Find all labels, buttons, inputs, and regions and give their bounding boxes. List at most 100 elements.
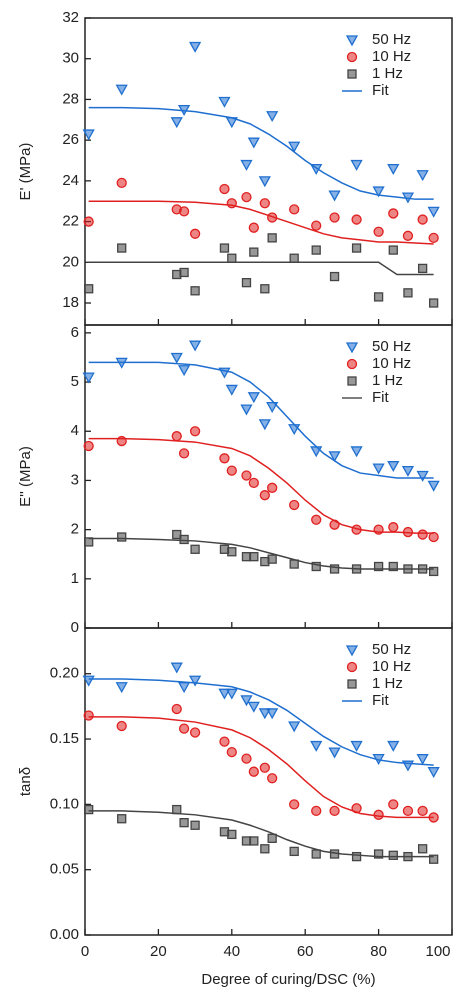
marker — [329, 519, 340, 530]
marker — [373, 561, 384, 572]
x-tick-label: 40 — [223, 943, 240, 960]
marker — [401, 465, 415, 477]
marker — [227, 547, 237, 557]
marker — [347, 376, 357, 386]
marker — [328, 747, 341, 759]
marker — [289, 559, 299, 569]
plot-frame — [84, 627, 453, 936]
marker — [259, 490, 270, 501]
marker — [373, 524, 384, 535]
marker — [310, 446, 323, 458]
marker — [427, 767, 440, 779]
marker — [219, 183, 230, 195]
marker — [403, 564, 413, 574]
y-tick-label: 3 — [71, 471, 79, 488]
legend-label: 10 Hz — [372, 658, 411, 675]
marker — [388, 561, 398, 572]
x-tick-label: 20 — [150, 943, 167, 960]
marker — [171, 431, 182, 442]
marker — [225, 688, 238, 700]
marker — [258, 708, 271, 720]
marker — [241, 192, 252, 203]
marker — [328, 190, 341, 202]
marker — [188, 340, 202, 352]
marker — [179, 267, 189, 278]
marker — [226, 746, 237, 758]
y-tick-label: 2 — [71, 521, 79, 538]
marker — [172, 529, 182, 540]
y-axis-label: E' (MPa) — [17, 143, 34, 201]
marker — [117, 814, 127, 824]
marker — [351, 803, 362, 814]
marker — [240, 404, 253, 416]
marker — [329, 212, 340, 223]
marker — [82, 372, 95, 384]
marker — [373, 809, 384, 820]
marker — [84, 284, 94, 294]
y-tick-label: 6 — [71, 324, 79, 341]
marker — [345, 342, 359, 354]
marker — [289, 499, 300, 511]
marker — [310, 740, 323, 752]
marker — [388, 245, 398, 255]
marker — [428, 298, 439, 308]
marker — [288, 141, 301, 153]
marker — [267, 554, 277, 564]
legend-label: Fit — [372, 389, 389, 406]
marker — [350, 740, 363, 752]
marker — [227, 253, 237, 263]
marker — [117, 532, 127, 542]
fit-line — [88, 716, 434, 819]
marker — [416, 753, 429, 765]
marker — [247, 392, 260, 404]
y-tick-label: 28 — [62, 90, 79, 107]
marker — [346, 661, 358, 673]
legend-label: 10 Hz — [372, 355, 411, 372]
marker — [218, 367, 231, 379]
marker — [329, 271, 340, 282]
marker — [328, 451, 341, 463]
marker — [417, 263, 428, 274]
marker — [249, 836, 259, 846]
marker — [351, 214, 362, 225]
marker — [258, 419, 271, 431]
marker — [350, 159, 363, 171]
marker — [267, 482, 278, 493]
marker — [401, 760, 415, 772]
marker — [311, 849, 321, 859]
marker — [311, 245, 321, 255]
marker — [83, 216, 94, 227]
y-tick-label: 1 — [71, 570, 79, 587]
marker — [288, 424, 301, 436]
marker — [289, 253, 299, 263]
marker — [387, 461, 400, 473]
fit-line — [88, 106, 434, 200]
legend-label: Fit — [372, 82, 389, 99]
marker — [417, 529, 428, 540]
y-tick-label: 20 — [62, 253, 79, 270]
marker — [388, 522, 399, 533]
marker — [177, 365, 191, 377]
marker — [240, 159, 253, 171]
marker — [350, 446, 363, 458]
x-tick-label: 80 — [370, 943, 387, 960]
marker — [82, 129, 95, 141]
marker — [266, 708, 279, 720]
marker — [428, 566, 439, 577]
marker — [178, 206, 190, 217]
marker — [116, 720, 127, 732]
marker — [346, 51, 358, 63]
marker — [226, 198, 237, 209]
marker — [260, 844, 270, 854]
y-tick-label: 0.15 — [50, 730, 79, 747]
marker — [170, 352, 183, 364]
marker — [372, 753, 385, 765]
marker — [117, 243, 127, 253]
marker — [428, 854, 439, 864]
y-axis-label: tanδ — [17, 767, 34, 796]
marker — [417, 564, 428, 574]
marker — [219, 243, 230, 253]
marker — [247, 137, 260, 149]
marker — [402, 230, 414, 241]
y-tick-label: 0.00 — [50, 926, 79, 943]
